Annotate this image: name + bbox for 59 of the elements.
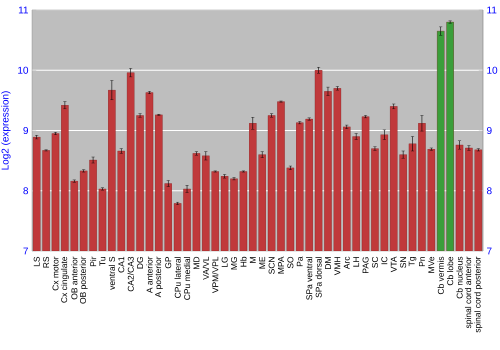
- x-tick-label: Cx cingulate: [60, 256, 69, 303]
- x-tick-label: MPA: [278, 256, 284, 274]
- x-tick-label: RS: [43, 256, 50, 268]
- y-tick-label: 10: [18, 66, 28, 74]
- y-tick-label: 8: [23, 187, 28, 194]
- x-tick-label: DG: [137, 257, 144, 268]
- x-tick-label: CPu lateral: [174, 257, 181, 298]
- x-tick-label: MG: [231, 257, 238, 270]
- x-tick-label: GP: [165, 256, 172, 268]
- x-tick-label: spinal cord anterior: [464, 256, 473, 328]
- x-tick-label: ME: [259, 256, 266, 268]
- x-tick-label: SPa dorsal: [315, 257, 322, 298]
- x-tick-label: Pa: [296, 256, 303, 266]
- x-tick-label: OB anterior: [71, 256, 78, 300]
- x-tick-label: SPa ventral: [306, 257, 312, 300]
- x-tick-label: CA2/CA3: [128, 256, 134, 292]
- x-tick-label: MD: [194, 256, 200, 269]
- x-tick-label: LS: [34, 256, 40, 266]
- x-tick-label: Cx motor: [52, 256, 58, 290]
- x-tick-label: VMH: [334, 257, 340, 276]
- x-tick-label: Hb: [240, 256, 247, 267]
- x-tick-label: VTA: [390, 256, 397, 272]
- x-tick-label: Cb lobe: [447, 256, 454, 286]
- y-tick-label: 7: [23, 248, 28, 254]
- x-tick-label: Tu: [100, 257, 106, 266]
- x-tick-label: LG: [222, 257, 228, 268]
- x-tick-label: spinal cord posterior: [474, 256, 482, 332]
- x-tick-label: IC: [381, 256, 388, 264]
- x-tick-label: Pir: [90, 256, 96, 266]
- y2-tick-label: 10: [487, 66, 498, 74]
- x-tick-label: CA1: [118, 256, 124, 272]
- y2-tick-label: 7: [487, 248, 492, 254]
- x-tick-label: PAG: [362, 257, 369, 274]
- x-tick-label: DM: [325, 257, 331, 269]
- x-tick-label: CPu medial: [184, 257, 190, 300]
- y2-tick-label: 11: [487, 6, 496, 14]
- x-tick-label: Pn: [419, 257, 425, 266]
- x-tick-label: VA/VL: [202, 256, 209, 280]
- x-tick-label: LH: [353, 257, 360, 267]
- x-tick-label: SC: [372, 256, 378, 268]
- x-tick-label: A posterior: [154, 256, 163, 298]
- x-tick-label: Tg: [408, 256, 416, 266]
- x-tick-label: ventral S: [108, 256, 115, 290]
- x-tick-label: VPM/VPL: [212, 256, 218, 294]
- x-tick-label: MVe: [428, 256, 434, 273]
- y2-tick-label: 9: [487, 126, 492, 134]
- y-tick-label: 9: [23, 126, 28, 134]
- y-tick-label: 11: [18, 6, 28, 14]
- x-tick-label: Arc: [344, 256, 350, 270]
- x-tick-label: A anterior: [146, 256, 153, 294]
- x-tick-label: Cb vermis: [438, 256, 444, 294]
- x-tick-label: SO: [287, 256, 294, 268]
- x-tick-label: Cb nucleus: [456, 256, 463, 298]
- x-tick-label: M: [250, 257, 256, 263]
- y2-tick-label: 8: [486, 187, 492, 194]
- x-tick-label: SCN: [268, 257, 275, 274]
- y-axis-title: Log2 (expression): [1, 91, 11, 170]
- x-tick-label: OB posterior: [80, 256, 88, 304]
- x-tick-label: SN: [400, 257, 406, 268]
